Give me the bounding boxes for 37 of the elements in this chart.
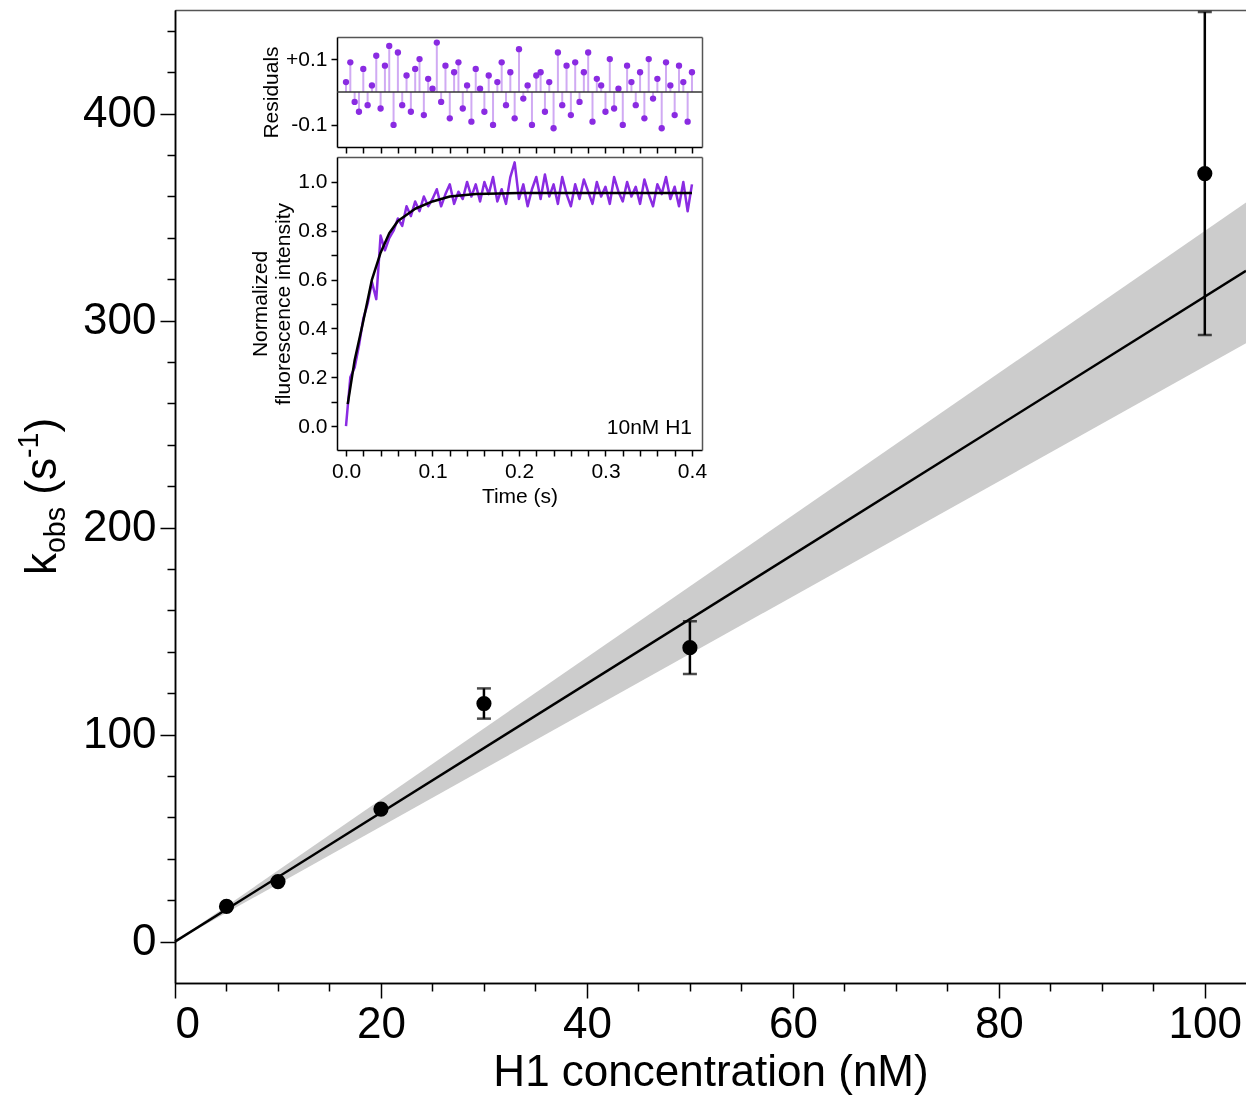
y-tick-label: 0.8 [298, 218, 328, 242]
x-tick-label: 0.0 [331, 458, 362, 482]
annotation: 10nM H1 [606, 415, 692, 438]
x-tick-label: 0 [175, 997, 200, 1047]
x-tick-label: 40 [562, 997, 612, 1047]
x-tick-label: 0.4 [677, 458, 708, 482]
y-tick-label: 0.4 [298, 315, 328, 339]
y-tick-label: +0.1 [286, 46, 328, 70]
y-tick-label: 300 [83, 294, 157, 344]
y-tick-label: 0.6 [298, 267, 328, 291]
line-series [346, 191, 694, 406]
y-axis-title: kobs (s-1) [11, 417, 71, 576]
x-tick-label: 0.3 [591, 458, 621, 482]
y-tick-label: -0.1 [291, 112, 328, 136]
y-tick-label: 400 [83, 87, 157, 137]
y-axis-title: Normalized fluorescence intensity [248, 202, 295, 405]
y-tick-label: 0.2 [298, 364, 328, 388]
x-axis-title: Time (s) [481, 483, 559, 507]
x-axis-title: H1 concentration (nM) [493, 1045, 929, 1095]
x-tick-label: 100 [1168, 997, 1243, 1047]
point [682, 640, 698, 656]
point [373, 801, 389, 817]
x-tick-label: 20 [356, 997, 406, 1047]
y-tick-label: 200 [83, 501, 157, 551]
x-tick-label: 0.2 [504, 458, 535, 482]
x-tick-label: 60 [768, 997, 818, 1047]
point [1197, 165, 1213, 182]
y-tick-label: 0 [132, 915, 157, 965]
y-axis-title: Residuals [259, 46, 283, 139]
x-tick-label: 80 [974, 997, 1024, 1047]
y-tick-label: 1.0 [298, 169, 328, 193]
y-tick-label: 0.0 [298, 413, 328, 437]
x-tick-label: 0.1 [418, 458, 448, 482]
point [270, 873, 286, 890]
point [218, 898, 235, 914]
y-tick-label: 100 [83, 708, 157, 758]
point [476, 695, 492, 712]
